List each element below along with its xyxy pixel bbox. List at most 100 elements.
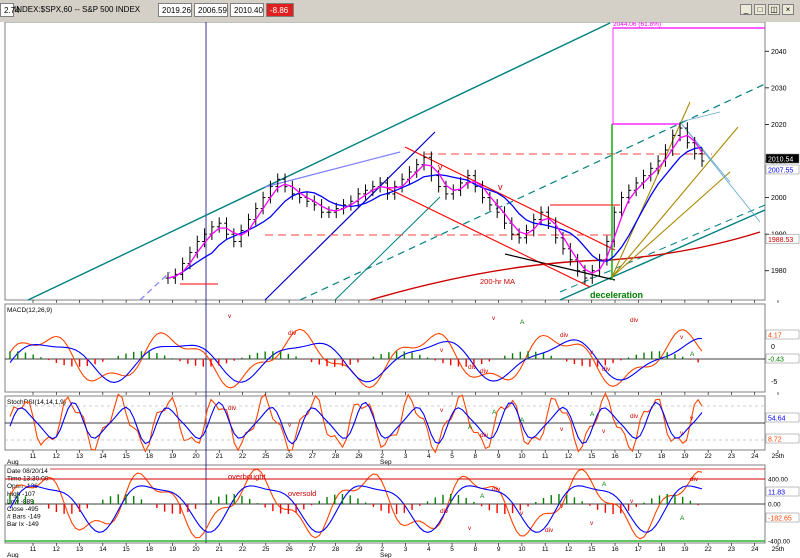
x-tick-label: 25th: [772, 453, 785, 460]
histogram-bar: [442, 359, 444, 364]
close-icon[interactable]: ×: [782, 4, 794, 15]
indicator-data-row: Low -889: [7, 498, 34, 505]
histogram-bar: [488, 359, 491, 362]
histogram-bar: [411, 352, 413, 359]
histogram-bar: [511, 504, 514, 514]
chart-title: INDEX:$SPX,60 -- S&P 500 INDEX: [14, 5, 141, 14]
stoch-value-box: [765, 412, 800, 423]
x-tick-label-bottom: 9: [497, 546, 501, 553]
x-tick-label: 18: [658, 453, 666, 460]
histogram-bar: [558, 493, 560, 504]
histogram-bar: [558, 358, 560, 360]
histogram-bar: [635, 354, 637, 359]
toolbar-field-0[interactable]: 2.74: [0, 3, 20, 17]
x-tick-label: 25: [262, 453, 270, 460]
x-tick-label-bottom: 29: [355, 546, 363, 553]
light-blue-fan-2: [679, 121, 731, 183]
toolbar-field-3[interactable]: 2010.40: [230, 3, 264, 17]
x-tick-label-bottom: 2: [380, 546, 384, 553]
histogram-bar: [225, 359, 228, 364]
histogram-bar: [689, 359, 692, 360]
histogram-bar: [442, 494, 444, 504]
histogram-bar: [689, 500, 692, 504]
histogram-bar: [156, 504, 158, 509]
price-annotation: 200-hr MA: [480, 277, 515, 286]
panel-annotation: div: [288, 330, 297, 337]
histogram-bar: [681, 356, 684, 359]
histogram-bar: [604, 504, 607, 513]
panel-annotation: v: [520, 510, 524, 517]
histogram-bar: [395, 504, 398, 515]
x-tick-label: 5: [450, 453, 454, 460]
x-tick-label: 12: [565, 453, 573, 460]
panel-annotation: v: [468, 525, 472, 532]
histogram-bar: [194, 359, 197, 366]
indicator-data-row: Open -136: [7, 483, 38, 490]
toolbar-field-4[interactable]: -8.86: [266, 3, 294, 17]
panel-title: StochRSI(14,14,1,9): [7, 399, 66, 406]
x-tick-label: 3: [404, 453, 408, 460]
macd-panel: [4, 303, 766, 393]
histogram-bar: [86, 504, 89, 509]
histogram-bar: [256, 352, 259, 359]
histogram-bar: [303, 359, 305, 360]
price-label: 1988.53: [768, 237, 793, 244]
x-tick-label: 21: [216, 453, 224, 460]
histogram-bar: [565, 359, 568, 362]
restore-icon[interactable]: ◫: [768, 4, 780, 15]
x-tick-label-bottom: 16: [611, 546, 619, 553]
panel-annotation: v: [630, 498, 634, 505]
minimize-icon[interactable]: _: [740, 4, 752, 15]
x-tick-label-bottom: 25th: [772, 546, 785, 553]
histogram-bar: [349, 495, 351, 504]
histogram-bar: [179, 359, 181, 362]
panel-annotation: A: [520, 319, 525, 326]
histogram-bar: [24, 496, 27, 504]
month-label-bottom: Aug: [7, 552, 19, 558]
panel-annotation: div: [480, 432, 489, 439]
panel-annotation: v: [560, 426, 564, 433]
x-tick-label-bottom: 18: [146, 546, 154, 553]
x-tick-label: 12: [53, 453, 61, 460]
price-label-box: [765, 153, 800, 164]
panel-annotation: oversold: [288, 489, 316, 498]
indicator-data-row: Close -495: [7, 506, 39, 513]
histogram-bar: [233, 359, 235, 361]
x-tick-label-bottom: 12: [53, 546, 61, 553]
histogram-bar: [63, 504, 65, 514]
toolbar-field-1[interactable]: 2019.26: [158, 3, 192, 17]
histogram-bar: [627, 504, 630, 511]
histogram-bar: [473, 359, 475, 366]
histogram-bar: [651, 351, 653, 359]
histogram-bar: [102, 359, 104, 362]
dashed-mid-channel: [299, 83, 766, 301]
histogram-bar: [596, 359, 599, 367]
gold-fan-line-2: [611, 126, 739, 278]
histogram-bar: [179, 504, 181, 514]
x-tick-label: 27: [309, 453, 317, 460]
toolbar-field-2[interactable]: 2006.59: [194, 3, 228, 17]
histogram-bar: [411, 504, 413, 510]
histogram-bar: [388, 352, 390, 359]
histogram-bar: [109, 496, 112, 504]
macd-chart: MACD(12,26,9) 4.17 -0.43 0 -5 v div v div v div v di…: [5, 307, 800, 389]
histogram-bar: [47, 359, 50, 361]
histogram-bar: [287, 353, 290, 359]
histogram-bar: [63, 359, 65, 366]
histogram-bar: [635, 504, 637, 507]
histogram-bar: [658, 351, 661, 359]
panel-annotation: v: [560, 503, 564, 510]
panel-annotation: A: [480, 493, 485, 500]
histogram-bar: [71, 504, 73, 514]
histogram-bar: [279, 504, 282, 514]
macd-value-label: -0.43: [768, 357, 784, 364]
x-tick-label-bottom: 11: [30, 546, 37, 553]
macd-value-label: 4.17: [768, 333, 782, 340]
month-label-bottom: Sep: [380, 552, 392, 558]
x-tick-label-bottom: 5: [450, 546, 454, 553]
histogram-bar: [117, 355, 119, 359]
x-tick-label-bottom: 10: [518, 546, 526, 553]
maximize-icon[interactable]: □: [754, 4, 766, 15]
chart-toolbar: 2.74 INDEX:$SPX,60 -- S&P 500 INDEX 2019…: [0, 0, 800, 23]
red-channel-top: [404, 146, 616, 251]
